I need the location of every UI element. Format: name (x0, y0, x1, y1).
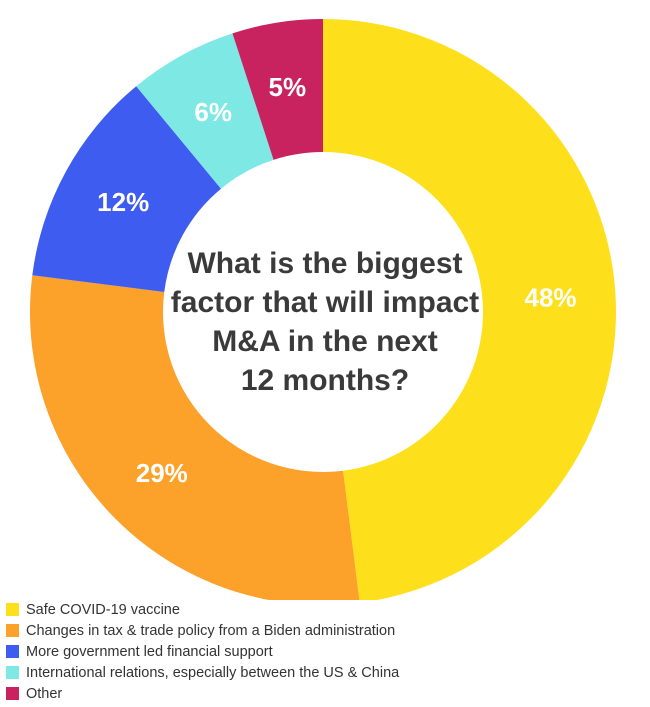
chart-title: What is the biggest factor that will imp… (170, 244, 480, 400)
slice-international-relations (136, 33, 274, 189)
chart-title-line-1: What is the biggest (187, 247, 463, 280)
legend-item-other: Other (6, 683, 399, 704)
slice-label-vaccine: 48% (525, 283, 577, 313)
slice-label-other: 5% (269, 72, 307, 102)
legend-swatch-tax-trade-policy (6, 624, 19, 637)
slice-vaccine (323, 19, 616, 600)
chart-title-line-3: M&A in the next (212, 325, 438, 358)
legend-label-government-support: More government led financial support (26, 643, 273, 660)
slice-other (232, 19, 323, 160)
legend-swatch-international-relations (6, 666, 19, 679)
legend-swatch-other (6, 687, 19, 700)
slice-label-international-relations: 6% (194, 97, 232, 127)
chart-legend: Safe COVID-19 vaccine Changes in tax & t… (6, 599, 399, 704)
legend-swatch-vaccine (6, 603, 19, 616)
legend-label-international-relations: International relations, especially betw… (26, 664, 400, 681)
legend-label-tax-trade-policy: Changes in tax & trade policy from a Bid… (26, 622, 396, 639)
chart-title-line-4: 12 months? (240, 364, 410, 397)
slice-label-government-support: 12% (97, 187, 149, 217)
slice-label-tax-trade-policy: 29% (136, 458, 188, 488)
legend-label-other: Other (26, 685, 63, 702)
legend-label-vaccine: Safe COVID-19 vaccine (26, 601, 180, 618)
legend-item-government-support: More government led financial support (6, 641, 399, 662)
donut-slices (30, 19, 616, 600)
legend-item-tax-trade-policy: Changes in tax & trade policy from a Bid… (6, 620, 399, 641)
slice-tax-trade-policy (30, 275, 360, 600)
legend-swatch-government-support (6, 645, 19, 658)
legend-item-vaccine: Safe COVID-19 vaccine (6, 599, 399, 620)
donut-chart: 48% 29% 12% 6% 5% (30, 19, 616, 600)
slice-government-support (32, 86, 222, 292)
chart-title-line-2: factor that will impact (170, 286, 480, 319)
legend-item-international-relations: International relations, especially betw… (6, 662, 399, 683)
slice-labels: 48% 29% 12% 6% 5% (97, 72, 576, 488)
